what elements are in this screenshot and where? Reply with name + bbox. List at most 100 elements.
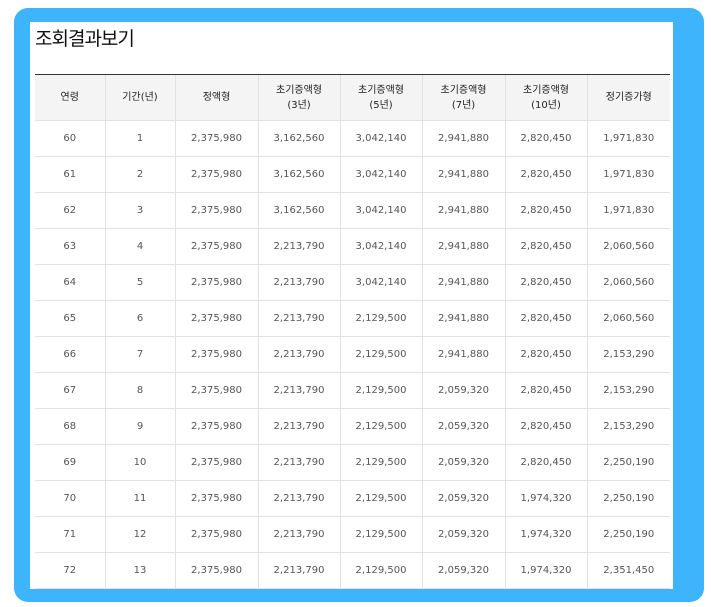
table-cell: 69 — [35, 444, 105, 481]
table-cell: 2,351,450 — [586, 552, 670, 589]
table-cell: 2,129,500 — [339, 480, 422, 517]
header-cell: 기간(년) — [104, 74, 175, 121]
table-cell: 3,042,140 — [339, 120, 422, 157]
table-cell: 2,820,450 — [504, 264, 587, 301]
title: 조회결과보기 — [35, 28, 135, 50]
table-cell: 2,941,880 — [421, 264, 505, 301]
header-row: 연령 기간(년) 정액형 초기증액형 (3년) 초기증액형 (5년) 초기증액형 (7년)… — [35, 74, 670, 121]
table-cell: 5 — [104, 264, 175, 301]
table-body: 60 1 2,375,980 3,162,560 3,042,140 2,941,880 2… — [35, 120, 670, 589]
table-cell: 2,213,790 — [257, 408, 340, 445]
table-cell: 2,059,320 — [421, 444, 505, 481]
table-cell: 63 — [35, 228, 105, 265]
table-cell: 2,213,790 — [257, 480, 340, 517]
table-cell: 4 — [104, 228, 175, 265]
table-cell: 70 — [35, 480, 105, 517]
table-cell: 2,375,980 — [174, 336, 258, 373]
table-row: 67 8 2,375,980 2,213,790 2,129,500 2,059,320 2… — [35, 372, 670, 409]
table-cell: 2,375,980 — [174, 552, 258, 589]
table-cell: 11 — [104, 480, 175, 517]
table-head: 연령 기간(년) 정액형 초기증액형 (3년) 초기증액형 (5년) 초기증액형 (7년)… — [35, 74, 670, 121]
table-cell: 1,971,830 — [586, 120, 670, 157]
table-cell: 61 — [35, 156, 105, 193]
table-cell: 65 — [35, 300, 105, 337]
table-cell: 68 — [35, 408, 105, 445]
table-cell: 2,153,290 — [586, 408, 670, 445]
header-cell: 연령 — [35, 74, 105, 121]
result-table: 연령 기간(년) 정액형 초기증액형 (3년) 초기증액형 (5년) 초기증액형 (7년)… — [35, 74, 670, 589]
table-cell: 2,250,190 — [586, 516, 670, 553]
table-cell: 2,153,290 — [586, 372, 670, 409]
table-cell: 3,162,560 — [257, 156, 340, 193]
table-cell: 1,974,320 — [504, 516, 587, 553]
table-cell: 2,129,500 — [339, 300, 422, 337]
table-cell: 2,375,980 — [174, 120, 258, 157]
table-cell: 2,129,500 — [339, 408, 422, 445]
table-cell: 2,153,290 — [586, 336, 670, 373]
table-row: 69 10 2,375,980 2,213,790 2,129,500 2,059,320… — [35, 444, 670, 481]
table-cell: 1,971,830 — [586, 192, 670, 229]
table-cell: 7 — [104, 336, 175, 373]
header-cell: 초기증액형 (5년) — [339, 74, 422, 121]
table-cell: 2,059,320 — [421, 372, 505, 409]
table-cell: 2,129,500 — [339, 444, 422, 481]
table-cell: 3,042,140 — [339, 264, 422, 301]
table-cell: 1 — [104, 120, 175, 157]
table-cell: 2,375,980 — [174, 156, 258, 193]
table-cell: 2,213,790 — [257, 552, 340, 589]
table-cell: 2,941,880 — [421, 120, 505, 157]
table-row: 63 4 2,375,980 2,213,790 3,042,140 2,941,880 2… — [35, 228, 670, 265]
table-cell: 2,213,790 — [257, 264, 340, 301]
table-cell: 8 — [104, 372, 175, 409]
table-cell: 2,820,450 — [504, 192, 587, 229]
table-cell: 2,060,560 — [586, 228, 670, 265]
table-row: 61 2 2,375,980 3,162,560 3,042,140 2,941,880 2… — [35, 156, 670, 193]
table-cell: 2,820,450 — [504, 228, 587, 265]
table-cell: 2,375,980 — [174, 516, 258, 553]
table-cell: 3,042,140 — [339, 228, 422, 265]
table-cell: 2,820,450 — [504, 444, 587, 481]
header-cell: 정액형 — [174, 74, 258, 121]
table-cell: 2,059,320 — [421, 480, 505, 517]
table-cell: 12 — [104, 516, 175, 553]
table-row: 72 13 2,375,980 2,213,790 2,129,500 2,059,320… — [35, 552, 670, 589]
table-row: 68 9 2,375,980 2,213,790 2,129,500 2,059,320 2… — [35, 408, 670, 445]
table-cell: 2,060,560 — [586, 300, 670, 337]
table-cell: 60 — [35, 120, 105, 157]
table-cell: 2,820,450 — [504, 120, 587, 157]
table-cell: 2,941,880 — [421, 336, 505, 373]
table-cell: 2,059,320 — [421, 552, 505, 589]
table-cell: 2,820,450 — [504, 156, 587, 193]
table-cell: 2,375,980 — [174, 444, 258, 481]
table-cell: 2,820,450 — [504, 300, 587, 337]
table-cell: 2,250,190 — [586, 444, 670, 481]
table-cell: 3,162,560 — [257, 192, 340, 229]
table-cell: 67 — [35, 372, 105, 409]
table-cell: 2,213,790 — [257, 336, 340, 373]
table-cell: 2,250,190 — [586, 480, 670, 517]
table-row: 64 5 2,375,980 2,213,790 3,042,140 2,941,880 2… — [35, 264, 670, 301]
header-cell: 정기증가형 — [586, 74, 670, 121]
table-cell: 2,060,560 — [586, 264, 670, 301]
table-row: 70 11 2,375,980 2,213,790 2,129,500 2,059,320… — [35, 480, 670, 517]
table-cell: 2,941,880 — [421, 300, 505, 337]
table-row: 60 1 2,375,980 3,162,560 3,042,140 2,941,880 2… — [35, 120, 670, 157]
table-cell: 2,941,880 — [421, 228, 505, 265]
table-cell: 2,375,980 — [174, 480, 258, 517]
table-cell: 2 — [104, 156, 175, 193]
table-cell: 2,941,880 — [421, 156, 505, 193]
table-cell: 2,129,500 — [339, 336, 422, 373]
header-cell: 초기증액형 (10년) — [504, 74, 587, 121]
table-cell: 9 — [104, 408, 175, 445]
table-cell: 3,162,560 — [257, 120, 340, 157]
table-row: 71 12 2,375,980 2,213,790 2,129,500 2,059,320… — [35, 516, 670, 553]
table-cell: 2,213,790 — [257, 300, 340, 337]
table-cell: 1,971,830 — [586, 156, 670, 193]
table-cell: 66 — [35, 336, 105, 373]
table-cell: 3,042,140 — [339, 156, 422, 193]
table-row: 65 6 2,375,980 2,213,790 2,129,500 2,941,880 2… — [35, 300, 670, 337]
table-cell: 2,129,500 — [339, 516, 422, 553]
table-cell: 1,974,320 — [504, 480, 587, 517]
table-cell: 64 — [35, 264, 105, 301]
